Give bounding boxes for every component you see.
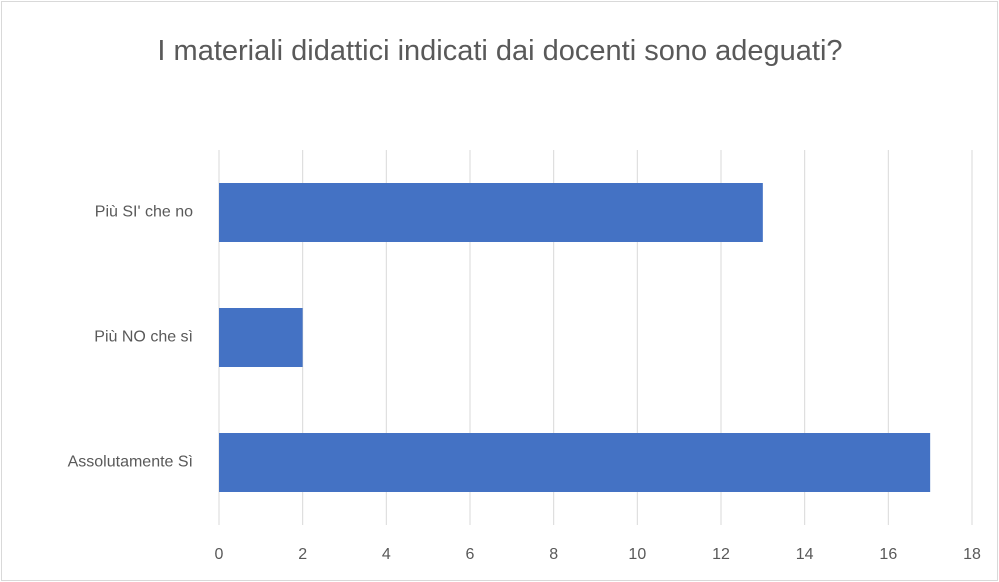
- x-tick-label: 4: [382, 546, 391, 563]
- x-tick-label: 10: [628, 546, 646, 563]
- x-tick-label: 0: [215, 546, 224, 563]
- x-tick-label: 16: [879, 546, 897, 563]
- y-tick-label: Assolutamente Sì: [68, 454, 193, 471]
- x-tick-label: 18: [963, 546, 981, 563]
- y-tick-label: Più NO che sì: [94, 329, 193, 346]
- x-tick-label: 8: [549, 546, 558, 563]
- chart-title: I materiali didattici indicati dai docen…: [157, 35, 843, 67]
- x-tick-label: 2: [298, 546, 307, 563]
- x-tick-label: 6: [466, 546, 475, 563]
- x-tick-label: 12: [712, 546, 730, 563]
- bar: [219, 433, 931, 492]
- bar: [219, 308, 303, 367]
- y-tick-label: Più SI' che no: [95, 204, 193, 221]
- bar: [219, 183, 763, 242]
- x-tick-label: 14: [796, 546, 814, 563]
